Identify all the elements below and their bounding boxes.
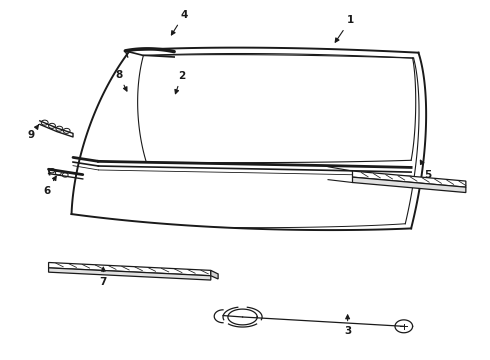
Text: 2: 2 [175,71,185,94]
Text: 8: 8 [115,70,127,91]
Circle shape [63,129,70,134]
Circle shape [62,173,68,177]
Polygon shape [49,262,211,276]
Circle shape [55,171,61,175]
Text: 6: 6 [44,176,56,196]
Text: 1: 1 [335,15,354,42]
Text: 4: 4 [172,10,188,35]
Text: 7: 7 [99,267,107,287]
Polygon shape [352,177,466,193]
Text: 5: 5 [420,160,432,180]
Polygon shape [211,270,218,279]
Text: 9: 9 [27,125,39,140]
Circle shape [56,126,63,131]
Polygon shape [352,171,466,187]
Circle shape [41,120,48,125]
Circle shape [49,168,55,173]
Polygon shape [49,268,211,280]
Text: 3: 3 [344,315,351,336]
Circle shape [49,123,55,129]
